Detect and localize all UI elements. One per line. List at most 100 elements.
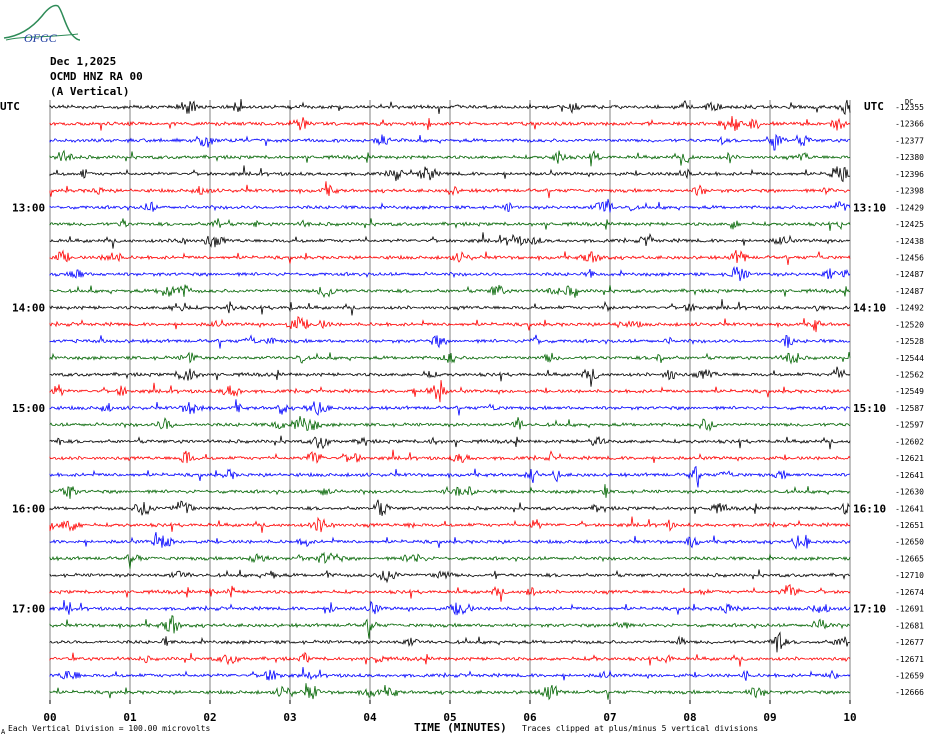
trace-offset-label: -12671 (895, 655, 924, 664)
trace-offset-label: -12355 (895, 103, 924, 112)
seismic-trace (49, 366, 851, 387)
utc-right-label: UTC (864, 100, 884, 113)
trace-offset-label: -12621 (895, 454, 924, 463)
utc-left-label: UTC (0, 100, 20, 113)
trace-offset-label: -12520 (895, 320, 924, 329)
record-date: Dec 1,2025 (50, 55, 117, 68)
station-code: OCMD HNZ RA 00 (50, 70, 143, 83)
seismic-trace (49, 484, 851, 499)
trace-offset-label: -12587 (895, 404, 924, 413)
trace-offset-label: -12641 (895, 471, 924, 480)
seismic-trace (49, 615, 851, 639)
x-tick-label: 04 (363, 711, 377, 724)
trace-offset-label: -12429 (895, 203, 924, 212)
seismic-trace (49, 316, 851, 333)
seismic-trace (49, 198, 851, 213)
right-time-label: 13:10 (853, 201, 886, 214)
seismic-trace (49, 165, 851, 183)
trace-offset-label: -12641 (895, 504, 924, 513)
trace-offset-label: -12674 (895, 588, 924, 597)
seismic-trace (49, 149, 851, 167)
scale-note: Each Vertical Division = 100.00 microvol… (8, 724, 211, 733)
seismic-trace (49, 651, 851, 667)
trace-offset-label: -12665 (895, 554, 924, 563)
seismic-trace (49, 218, 851, 231)
seismic-trace (49, 532, 851, 550)
seismic-trace (49, 449, 851, 464)
trace-offset-label: -12651 (895, 521, 924, 530)
corner-mark: A (1, 728, 6, 736)
seismic-trace (49, 465, 850, 488)
corner-tag: DC (905, 98, 913, 106)
x-tick-label: 01 (123, 711, 137, 724)
x-tick-label: 09 (763, 711, 776, 724)
x-axis-title: TIME (MINUTES) (414, 721, 507, 734)
trace-offset-label: -12562 (895, 371, 924, 380)
seismic-trace (49, 666, 851, 681)
trace-offset-label: -12438 (895, 237, 924, 246)
trace-offset-label: -12602 (895, 437, 924, 446)
seismic-trace (49, 499, 851, 516)
logo-text: OFGC (24, 31, 58, 45)
seismic-trace (49, 551, 851, 569)
seismic-trace (49, 249, 851, 266)
trace-offset-label: -12380 (895, 153, 924, 162)
x-tick-label: 06 (523, 711, 537, 724)
trace-offset-label: -12492 (895, 304, 924, 313)
seismic-trace (49, 181, 851, 199)
seismic-trace (49, 600, 851, 616)
trace-offset-label: -12425 (895, 220, 924, 229)
seismic-trace (49, 115, 851, 132)
logo-wave-icon (5, 33, 79, 41)
left-time-label: 16:00 (12, 502, 45, 515)
seismic-trace (49, 351, 851, 365)
seismic-trace (49, 133, 851, 151)
clip-note: Traces clipped at plus/minus 5 vertical … (522, 724, 759, 733)
trace-offset-label: -12650 (895, 538, 924, 547)
x-tick-label: 00 (43, 711, 56, 724)
trace-offset-label: -12528 (895, 337, 924, 346)
trace-offset-label: -12377 (895, 136, 924, 145)
ofgc-logo: OFGC (3, 4, 81, 45)
seismic-trace (49, 299, 851, 316)
trace-offset-label: -12681 (895, 621, 924, 630)
left-time-label: 15:00 (12, 402, 45, 415)
trace-offset-label: -12691 (895, 605, 924, 614)
component-label: (A Vertical) (50, 85, 130, 98)
seismic-trace (49, 232, 851, 249)
seismic-trace (49, 683, 851, 701)
x-tick-label: 10 (843, 711, 856, 724)
logo-mountain-icon (3, 4, 81, 41)
trace-offset-label: -12487 (895, 287, 924, 296)
trace-offset-label: -12710 (895, 571, 924, 580)
left-time-label: 14:00 (12, 302, 45, 315)
seismic-trace (49, 584, 851, 602)
seismic-trace (49, 631, 851, 653)
trace-offset-label: -12366 (895, 120, 924, 129)
trace-offset-label: -12597 (895, 421, 924, 430)
seismic-trace (49, 380, 851, 403)
right-time-label: 14:10 (853, 302, 886, 315)
seismic-trace (49, 334, 851, 349)
seismic-trace (49, 266, 851, 282)
left-time-label: 13:00 (12, 201, 45, 214)
x-tick-label: 07 (603, 711, 616, 724)
trace-offset-label: -12677 (895, 638, 924, 647)
seismic-trace (49, 284, 851, 299)
seismic-trace (49, 516, 851, 533)
seismic-trace (49, 399, 851, 416)
trace-offset-label: -12396 (895, 170, 924, 179)
trace-offset-label: -12456 (895, 253, 924, 262)
right-time-label: 16:10 (853, 502, 886, 515)
trace-offset-label: -12666 (895, 688, 924, 697)
x-tick-label: 05 (443, 711, 456, 724)
trace-offset-label: -12630 (895, 488, 924, 497)
trace-offset-label: -12549 (895, 387, 924, 396)
x-tick-label: 08 (683, 711, 696, 724)
seismic-trace (49, 416, 851, 432)
trace-offset-label: -12659 (895, 671, 924, 680)
x-tick-label: 02 (203, 711, 216, 724)
trace-offset-label: -12487 (895, 270, 924, 279)
seismic-trace (49, 435, 851, 450)
